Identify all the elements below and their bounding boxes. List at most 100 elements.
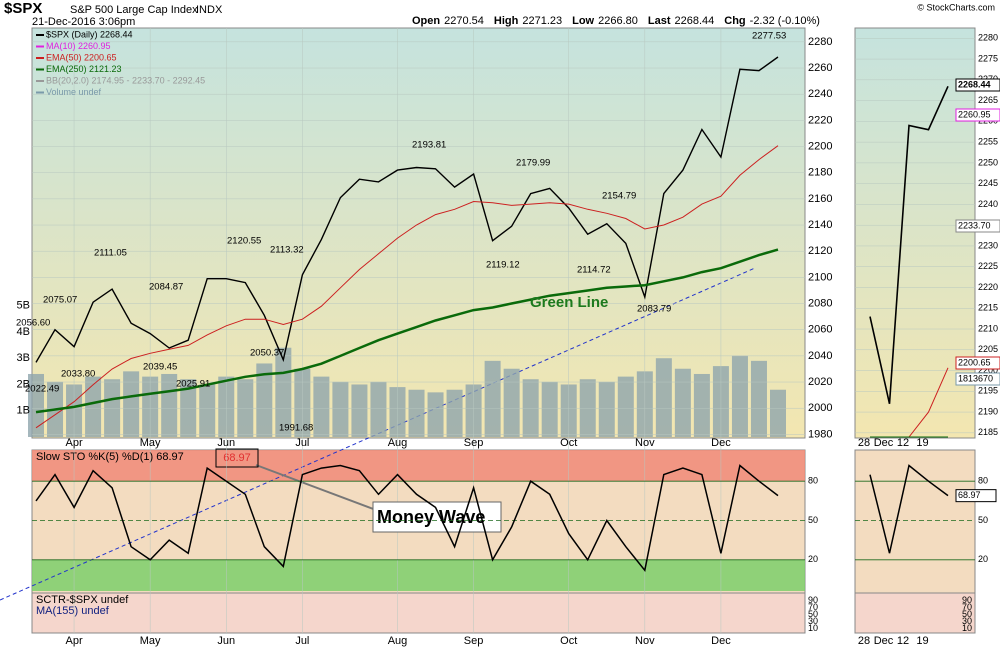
legend-label: MA(10) 2260.95 bbox=[46, 41, 111, 51]
callout-label: Money Wave bbox=[377, 507, 485, 527]
price-line bbox=[35, 145, 779, 429]
y-tick-label: 2120 bbox=[808, 245, 832, 257]
zoom-y-tick-label: 2190 bbox=[978, 406, 998, 416]
sto-value: 68.97 bbox=[223, 452, 251, 464]
sto-tick-label: 20 bbox=[978, 554, 988, 564]
y-tick-label: 2140 bbox=[808, 219, 832, 231]
annotation-label: 2154.79 bbox=[602, 191, 636, 202]
price-marker-box bbox=[955, 356, 1000, 370]
zoom-y-tick-label: 2255 bbox=[978, 137, 998, 147]
x-tick-label: Aug bbox=[388, 635, 408, 647]
zoom-y-tick-label: 2205 bbox=[978, 344, 998, 354]
volume-bar bbox=[370, 381, 387, 437]
sto-tick-label: 50 bbox=[978, 515, 988, 525]
zoom-y-tick-label: 2280 bbox=[978, 33, 998, 43]
volume-bar bbox=[332, 381, 349, 437]
annotation-label: 2277.53 bbox=[752, 31, 786, 42]
zoom-y-tick-label: 2195 bbox=[978, 386, 998, 396]
volume-bar bbox=[123, 371, 140, 437]
y-tick-label: 2260 bbox=[808, 62, 832, 74]
overbought-band bbox=[32, 450, 805, 481]
symbol: $SPX bbox=[4, 0, 42, 17]
annotation-label: 2033.80 bbox=[61, 369, 95, 380]
annotation-label: 2179.99 bbox=[516, 158, 550, 169]
y-tick-label: 2200 bbox=[808, 140, 832, 152]
quote-label: Last bbox=[648, 15, 671, 27]
volume-bar bbox=[750, 360, 767, 437]
legend-label: EMA(250) 2121.23 bbox=[46, 64, 122, 74]
quote-value: -2.32 (-0.10%) bbox=[750, 15, 820, 27]
legend-label: EMA(50) 2200.65 bbox=[46, 52, 117, 62]
legend-label: $SPX (Daily) 2268.44 bbox=[46, 29, 133, 39]
zoom-y-tick-label: 2220 bbox=[978, 282, 998, 292]
quote-label: High bbox=[494, 15, 519, 27]
y-tick-label: 2180 bbox=[808, 167, 832, 179]
x-tick-label: Jun bbox=[217, 635, 235, 647]
sctr-tick-label: 90 bbox=[962, 595, 972, 605]
sctr-ma: MA(155) undef bbox=[36, 605, 110, 617]
annotation-label: 2113.32 bbox=[270, 245, 304, 256]
price-marker-label: 2268.44 bbox=[958, 79, 991, 89]
zoom-x-tick-label: 12 bbox=[897, 635, 909, 647]
legend-label: BB(20,2.0) 2174.95 - 2233.70 - 2292.45 bbox=[46, 75, 205, 85]
zoom-sto-panel bbox=[854, 449, 976, 594]
volume-bar bbox=[731, 355, 748, 437]
x-tick-label: Dec bbox=[711, 437, 731, 449]
x-tick-label: Aug bbox=[388, 437, 408, 449]
quote-value: 2266.80 bbox=[598, 15, 638, 27]
zoom-x-tick-label: 19 bbox=[916, 437, 928, 449]
annotation-label: 2075.07 bbox=[43, 295, 77, 306]
index-name: S&P 500 Large Cap Index bbox=[70, 4, 198, 16]
price-marker-box bbox=[955, 108, 1000, 122]
x-tick-label: May bbox=[140, 635, 161, 647]
y-tick-label: 2160 bbox=[808, 193, 832, 205]
zoom-x-tick-label: 19 bbox=[916, 635, 928, 647]
annotation-label: 2120.55 bbox=[227, 236, 261, 247]
volume-bar bbox=[655, 358, 672, 437]
legend-label: Volume undef bbox=[46, 87, 102, 97]
price-marker-label: 2260.95 bbox=[958, 109, 991, 119]
price-marker-label: 2200.65 bbox=[958, 357, 991, 367]
zoom-y-tick-label: 2240 bbox=[978, 199, 998, 209]
volume-bar bbox=[313, 376, 330, 437]
annotation-label: 1991.68 bbox=[279, 423, 313, 434]
y-tick-label: 2080 bbox=[808, 297, 832, 309]
volume-tick-label: 1B bbox=[17, 405, 30, 417]
sto-tick-label: 80 bbox=[808, 476, 818, 486]
y-tick-label: 2280 bbox=[808, 36, 832, 48]
volume-bar bbox=[503, 368, 520, 437]
volume-tick-label: 3B bbox=[17, 352, 30, 364]
volume-tick-label: 5B bbox=[17, 300, 30, 312]
quote-value: 2270.54 bbox=[444, 15, 484, 27]
zoom-y-tick-label: 2200 bbox=[978, 365, 998, 375]
annotation-label: 2039.45 bbox=[143, 362, 177, 373]
x-tick-label: Dec bbox=[711, 635, 731, 647]
sctr-title: SCTR-$SPX undef bbox=[36, 594, 129, 606]
y-tick-label: 2020 bbox=[808, 376, 832, 388]
oversold-band bbox=[32, 560, 805, 591]
source: © StockCharts.com bbox=[917, 2, 995, 12]
sctr-panel bbox=[31, 592, 806, 634]
y-tick-label: 1980 bbox=[808, 428, 832, 440]
sto-tick-label: 80 bbox=[978, 476, 988, 486]
volume-bar bbox=[199, 384, 216, 437]
zoom-y-tick-label: 2185 bbox=[978, 427, 998, 437]
volume-bar bbox=[427, 392, 444, 437]
volume-bar bbox=[674, 368, 691, 437]
x-tick-label: Oct bbox=[560, 635, 577, 647]
zoom-y-tick-label: 2265 bbox=[978, 95, 998, 105]
annotation-label: 2083.79 bbox=[637, 304, 671, 315]
volume-bar bbox=[770, 389, 786, 437]
sto-tick-label: 20 bbox=[808, 554, 818, 564]
highlight-box bbox=[215, 448, 259, 468]
sctr-tick-label: 30 bbox=[808, 616, 818, 626]
annotation-label: 2022.49 bbox=[25, 384, 59, 395]
volume-bar bbox=[351, 384, 368, 437]
price-line bbox=[35, 56, 779, 363]
zoom-x-tick-label: 28 bbox=[858, 635, 870, 647]
price-marker-label: 1813670 bbox=[958, 373, 993, 383]
sctr-tick-label: 30 bbox=[962, 616, 972, 626]
annotation-label: 2111.05 bbox=[94, 248, 127, 259]
y-tick-label: 2000 bbox=[808, 402, 832, 414]
